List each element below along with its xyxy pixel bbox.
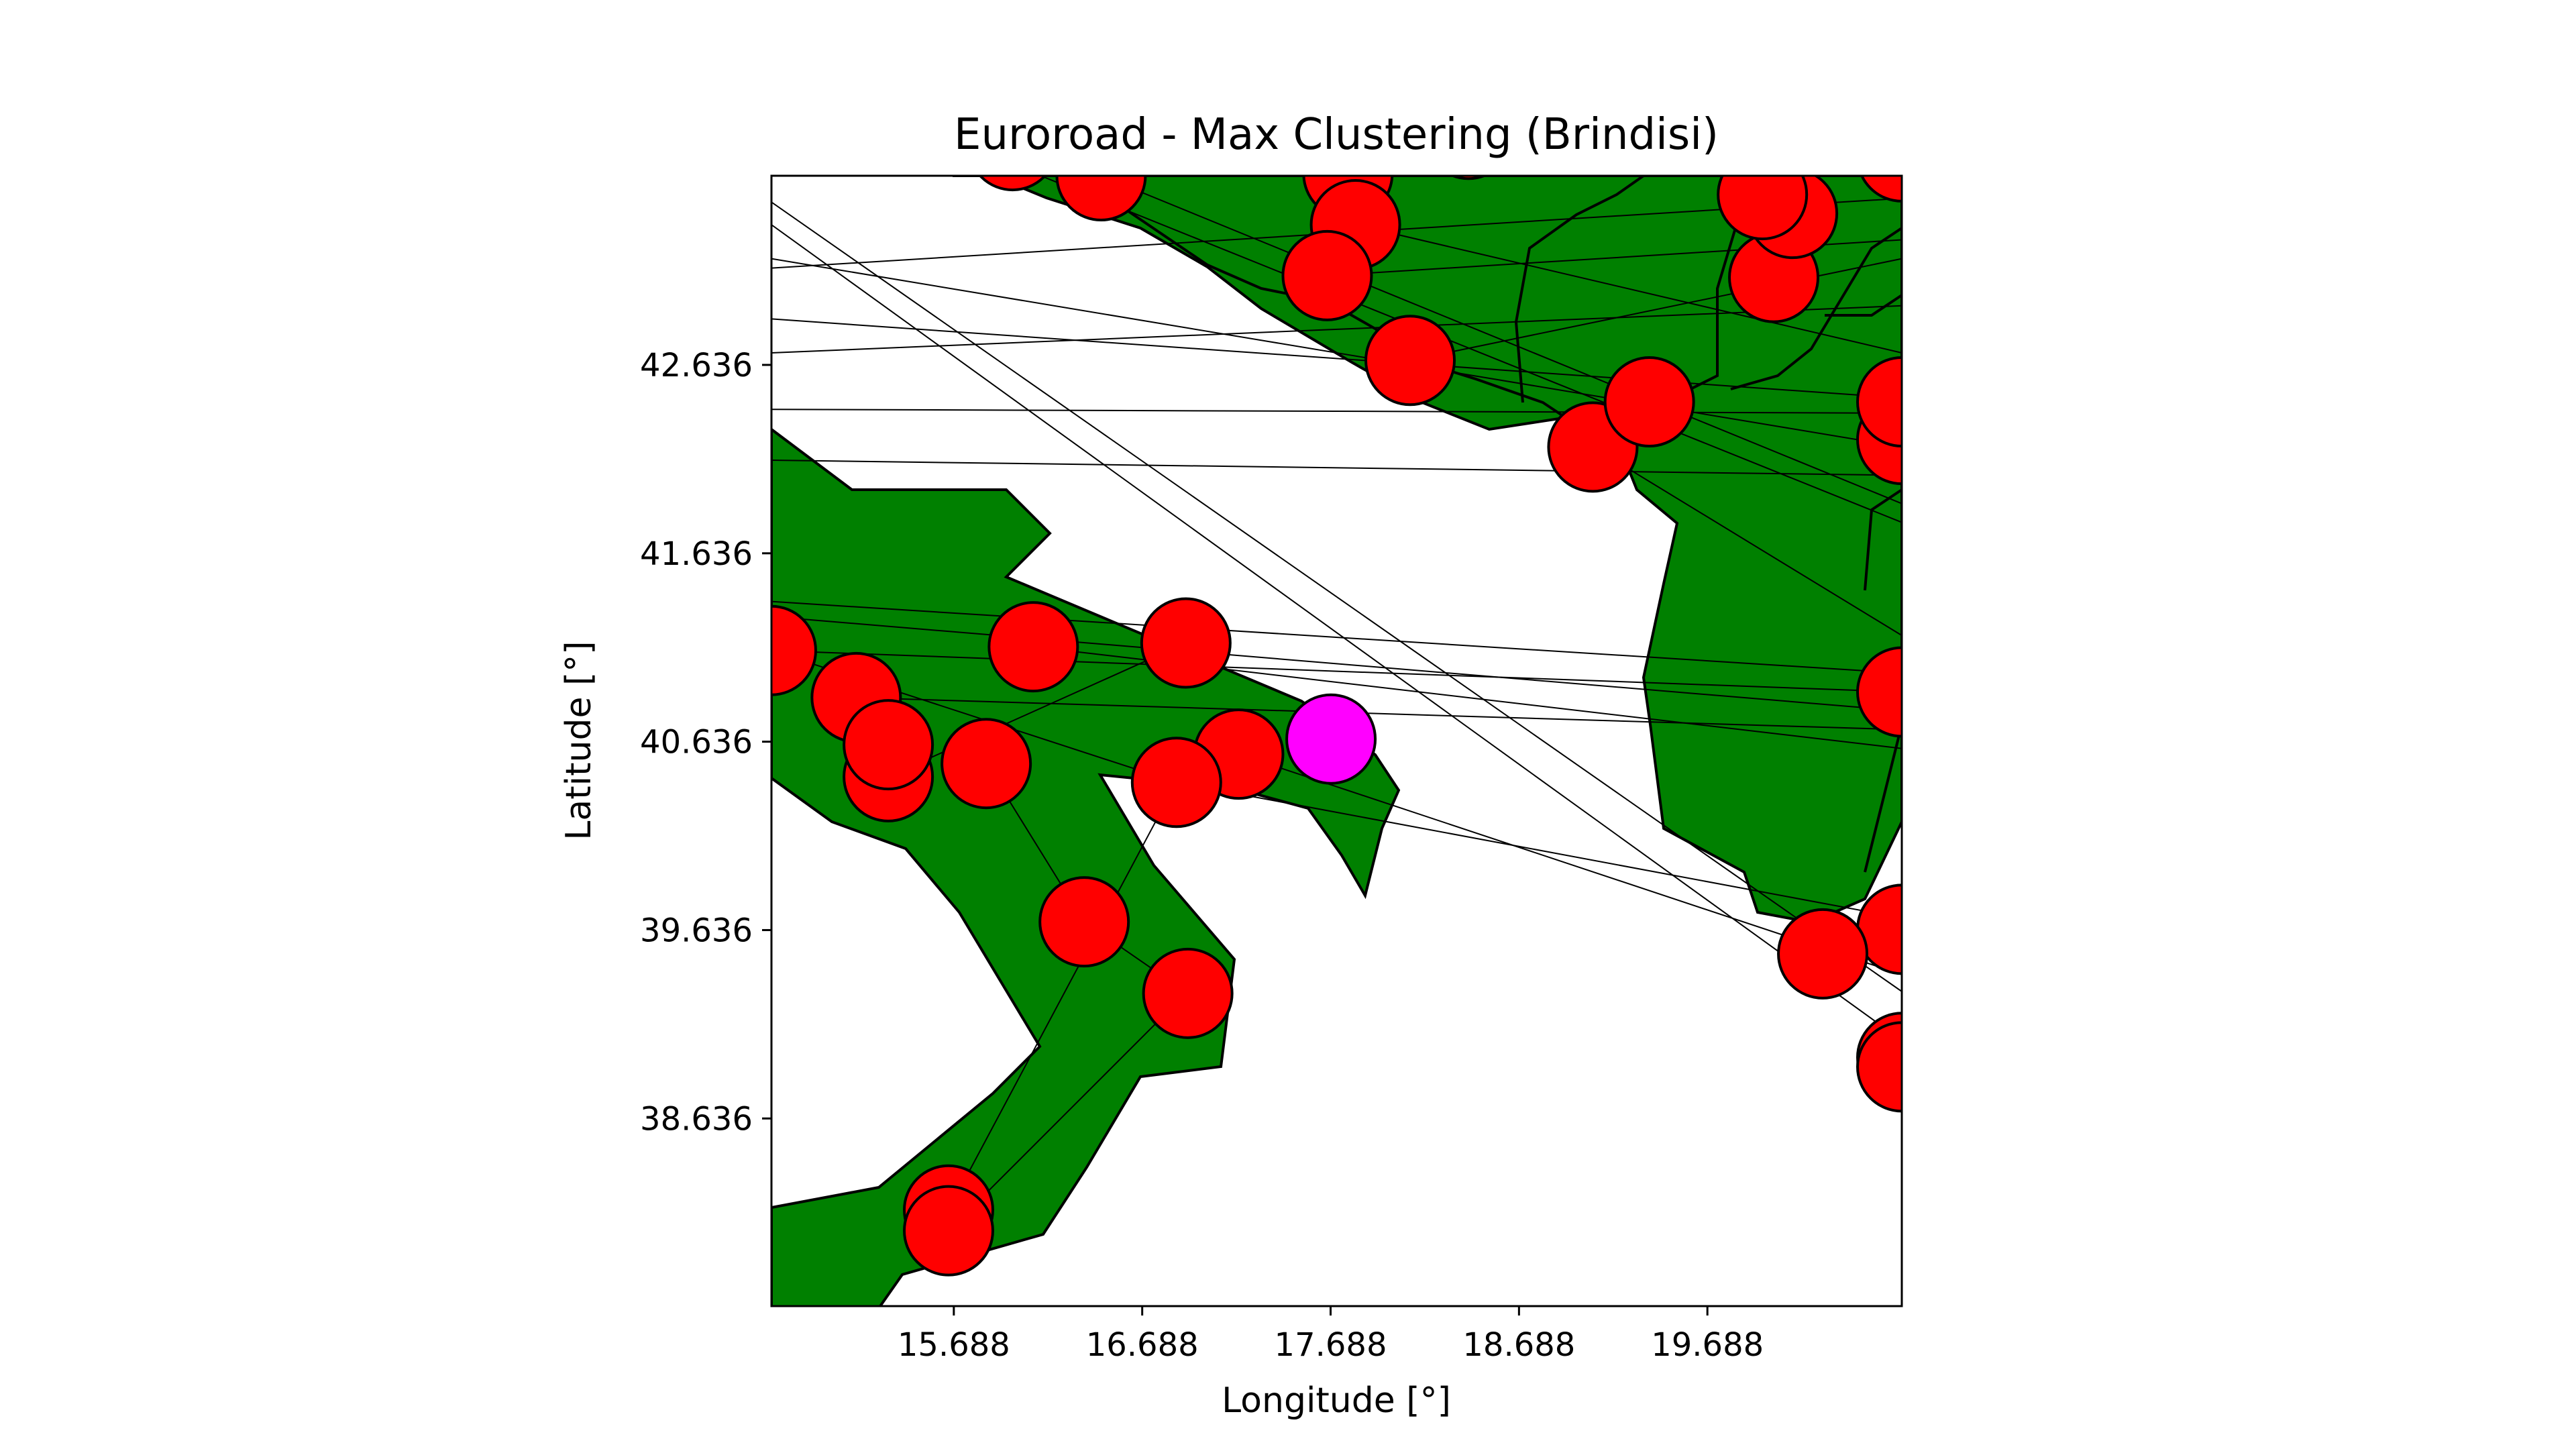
x-tick-label: 17.688 — [1275, 1326, 1387, 1364]
city-node — [941, 718, 1032, 810]
y-tick-label: 38.636 — [640, 1100, 753, 1138]
road-edge — [771, 318, 1902, 399]
road-edge — [1101, 176, 1902, 504]
city-node — [1856, 1021, 1902, 1113]
road-edge — [771, 409, 1902, 414]
x-tick-label: 19.688 — [1651, 1326, 1764, 1364]
road-edge — [771, 460, 1902, 476]
x-tick-label: 15.688 — [898, 1326, 1010, 1364]
city-node — [1038, 876, 1130, 968]
road-edge — [771, 649, 1902, 693]
city-node — [902, 1185, 994, 1277]
road-edge — [771, 600, 1902, 674]
highlighted-city-node — [1285, 693, 1377, 785]
city-node — [1142, 947, 1234, 1039]
x-axis: 15.688 16.688 17.688 18.688 19.688 — [898, 1306, 1764, 1364]
city-node — [1717, 176, 1809, 241]
road-edge — [1038, 176, 1902, 523]
plot-area — [771, 176, 1902, 1306]
city-node — [1603, 356, 1695, 447]
road-edge — [1592, 446, 1902, 637]
city-node — [1856, 646, 1902, 738]
city-node — [1856, 356, 1902, 447]
y-tick-label: 40.636 — [640, 724, 753, 761]
y-tick-label: 42.636 — [640, 347, 753, 384]
y-axis: 38.636 39.636 40.636 41.636 42.636 — [640, 347, 771, 1138]
road-edge — [771, 201, 1902, 992]
road-edge — [888, 642, 1187, 777]
road-edge — [856, 696, 1902, 731]
x-tick-label: 18.688 — [1462, 1326, 1575, 1364]
road-edge — [1355, 224, 1902, 354]
road-edge — [1409, 258, 1902, 362]
city-node — [843, 699, 934, 791]
y-axis-label: Latitude [°] — [559, 641, 599, 840]
road-edge — [771, 305, 1902, 354]
x-tick-label: 16.688 — [1086, 1326, 1199, 1364]
x-axis-label: Longitude [°] — [1222, 1381, 1451, 1421]
road-edge — [771, 616, 1902, 712]
city-node — [1130, 737, 1222, 828]
city-nodes — [771, 176, 1902, 1277]
brindisi-node — [1285, 693, 1377, 785]
city-node — [1055, 176, 1147, 221]
road-edge — [771, 258, 1902, 448]
city-node — [771, 604, 817, 696]
y-tick-label: 41.636 — [640, 535, 753, 573]
city-node — [1777, 908, 1869, 1000]
road-edge — [1176, 782, 1902, 919]
city-node — [1140, 597, 1232, 689]
city-node — [1364, 315, 1456, 407]
road-edge — [771, 224, 1902, 1041]
y-tick-label: 39.636 — [640, 912, 753, 949]
city-node — [987, 601, 1079, 693]
city-node — [1281, 229, 1373, 321]
city-node — [1860, 176, 1902, 203]
road-edge — [948, 782, 1177, 1211]
land-italy — [771, 427, 1401, 1306]
city-node — [978, 176, 1047, 192]
chart-title: Euroroad - Max Clustering (Brindisi) — [954, 110, 1719, 160]
